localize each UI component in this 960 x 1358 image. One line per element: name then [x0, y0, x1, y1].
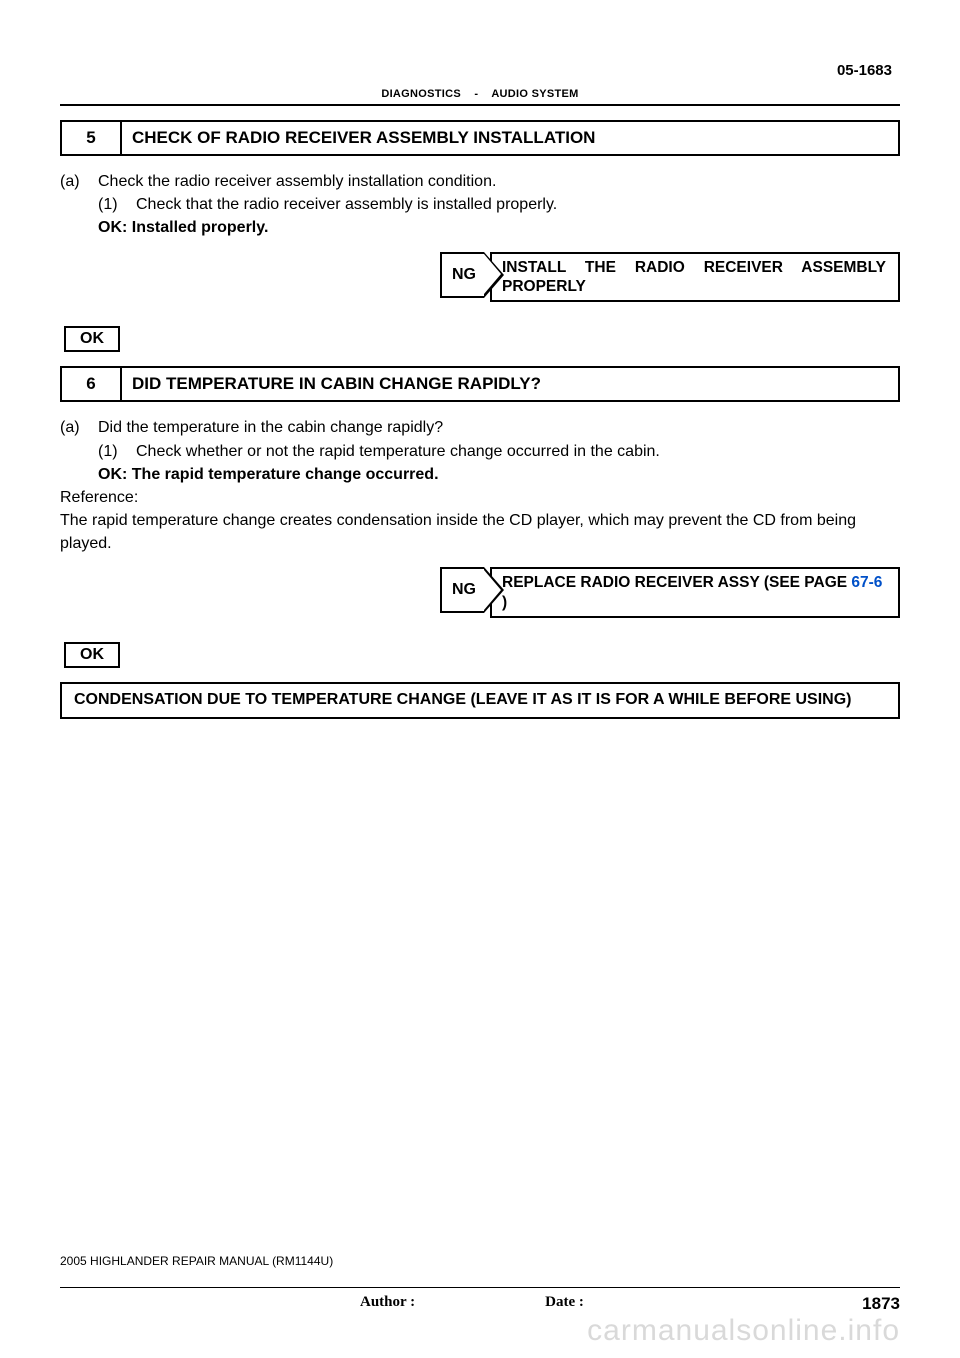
step-6-1-text: Check whether or not the rapid temperatu…: [136, 443, 660, 460]
step-5-ok-box: OK: [64, 326, 120, 352]
ng-arrow-icon: NG: [440, 252, 484, 298]
step-5-ng-branch: NG INSTALL THE RADIO RECEIVER ASSEMBLY P…: [60, 252, 900, 303]
step-5-number: 5: [62, 122, 122, 154]
ng-label: NG: [440, 252, 484, 298]
step-5-header: 5 CHECK OF RADIO RECEIVER ASSEMBLY INSTA…: [60, 120, 900, 156]
final-result-box: CONDENSATION DUE TO TEMPERATURE CHANGE (…: [60, 682, 900, 719]
section-header: DIAGNOSTICS - AUDIO SYSTEM: [60, 88, 900, 106]
step-5-title: CHECK OF RADIO RECEIVER ASSEMBLY INSTALL…: [122, 122, 898, 154]
footer-bar: Author : Date : 1873: [60, 1287, 900, 1314]
step-6-a-label: (a): [60, 416, 98, 439]
page-number-bottom: 1873: [862, 1294, 900, 1314]
reference-text: The rapid temperature change creates con…: [60, 509, 900, 555]
reference-label: Reference:: [60, 486, 900, 509]
ng-label: NG: [440, 567, 484, 613]
ng-result-prefix: REPLACE RADIO RECEIVER ASSY (SEE PAGE: [502, 574, 851, 591]
step-6-ok-criterion: OK: The rapid temperature change occurre…: [98, 463, 900, 486]
step-6-a-text: Did the temperature in the cabin change …: [98, 419, 443, 436]
header-right: AUDIO SYSTEM: [491, 88, 578, 100]
date-label: Date :: [545, 1294, 584, 1314]
step-6-header: 6 DID TEMPERATURE IN CABIN CHANGE RAPIDL…: [60, 366, 900, 402]
header-sep: -: [474, 88, 478, 100]
watermark: carmanualsonline.info: [587, 1314, 900, 1348]
step-5-body: (a)Check the radio receiver assembly ins…: [60, 170, 900, 240]
step-6-1-label: (1): [98, 440, 136, 463]
step-6-number: 6: [62, 368, 122, 400]
step-5-1-label: (1): [98, 193, 136, 216]
step-6-ok-box: OK: [64, 642, 120, 668]
manual-footer: 2005 HIGHLANDER REPAIR MANUAL (RM1144U): [60, 1254, 333, 1268]
page-number-top: 05-1683: [837, 62, 892, 79]
step-5-ok-criterion: OK: Installed properly.: [98, 216, 900, 239]
step-6-title: DID TEMPERATURE IN CABIN CHANGE RAPIDLY?: [122, 368, 898, 400]
step-5-a-text: Check the radio receiver assembly instal…: [98, 173, 496, 190]
header-left: DIAGNOSTICS: [381, 88, 461, 100]
author-label: Author :: [360, 1294, 415, 1314]
step-6-body: (a)Did the temperature in the cabin chan…: [60, 416, 900, 555]
step-5-ng-result: INSTALL THE RADIO RECEIVER ASSEMBLY PROP…: [490, 252, 900, 303]
step-5-a-label: (a): [60, 170, 98, 193]
step-5-1-text: Check that the radio receiver assembly i…: [136, 196, 557, 213]
page-reference-link[interactable]: 67-6: [851, 574, 882, 591]
ng-arrow-icon: NG: [440, 567, 484, 613]
step-6-ng-branch: NG REPLACE RADIO RECEIVER ASSY (SEE PAGE…: [60, 567, 900, 618]
step-6-ng-result: REPLACE RADIO RECEIVER ASSY (SEE PAGE 67…: [490, 567, 900, 618]
